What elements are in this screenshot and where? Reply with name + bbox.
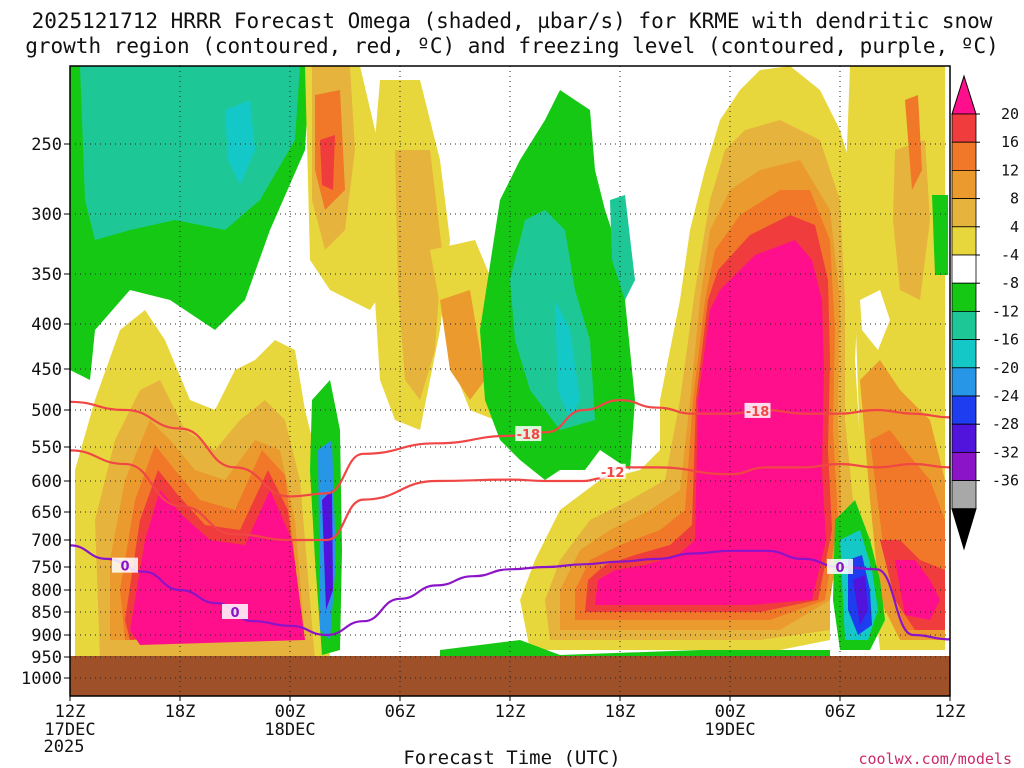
colorbar-swatch-12 — [951, 423, 977, 453]
y-tick-label-0: 250 — [31, 135, 62, 155]
contour-line-1 — [70, 449, 950, 542]
y-tick-label-13: 900 — [31, 626, 62, 646]
colorbar-label-9: -20 — [992, 359, 1019, 377]
x-tick-date-6: 19DEC — [704, 720, 755, 740]
x-tick-date-0: 17DEC — [44, 720, 95, 740]
colorbar-label-0: 20 — [1001, 105, 1019, 123]
colorbar-label-12: -32 — [992, 443, 1019, 461]
contour-layer: -18 -18 -12 0 0 0 — [70, 399, 950, 641]
contour-label-2-2: 0 — [835, 561, 844, 576]
x-tick-label-1: 18Z — [165, 702, 196, 722]
colorbar-swatch-10 — [951, 367, 977, 397]
y-tick-label-8: 650 — [31, 503, 62, 523]
colorbar-bottom-arrow — [951, 508, 977, 551]
contour-label-bg-2-1 — [222, 604, 248, 619]
y-tick-label-10: 750 — [31, 558, 62, 578]
y-tick-label-5: 500 — [31, 401, 62, 421]
x-tick-label-0: 12Z — [55, 702, 86, 722]
contour-label-0-0: -18 — [517, 428, 541, 443]
x-tick-year-0: 2025 — [44, 737, 85, 757]
contour-label-bg-2-2 — [827, 559, 853, 574]
y-tick-label-6: 550 — [31, 438, 62, 458]
credit-text: coolwx.com/models — [858, 750, 1012, 768]
colorbar-label-5: -4 — [1001, 246, 1019, 264]
contour-label-1-0: -12 — [601, 466, 625, 481]
x-tick-label-5: 18Z — [605, 702, 636, 722]
colorbar-swatch-13 — [951, 451, 977, 481]
colorbar-swatch-8 — [951, 310, 977, 340]
colorbar-swatch-9 — [951, 339, 977, 369]
y-tick-label-4: 450 — [31, 360, 62, 380]
contour-line-0 — [70, 399, 950, 498]
x-tick-label-3: 06Z — [385, 702, 416, 722]
contour-label-bg-1-0 — [599, 463, 626, 479]
colorbar-label-11: -28 — [992, 415, 1019, 433]
colorbar-swatch-7 — [951, 282, 977, 312]
contour-line-2 — [70, 544, 950, 641]
y-tick-label-3: 400 — [31, 315, 62, 335]
colorbar-swatch-3 — [951, 169, 977, 199]
contour-label-2-0: 0 — [120, 560, 129, 575]
contour-label-2-1: 0 — [230, 606, 239, 621]
x-tick-date-2: 18DEC — [264, 720, 315, 740]
y-tick-label-15: 1000 — [21, 669, 62, 689]
colorbar-swatch-1 — [951, 113, 977, 143]
colorbar-label-1: 16 — [1001, 133, 1019, 151]
colorbar-top-arrow — [951, 74, 977, 115]
colorbar-label-7: -12 — [992, 302, 1019, 320]
y-tick-label-1: 300 — [31, 205, 62, 225]
colorbar-label-2: 12 — [1001, 161, 1019, 179]
colorbar-swatch-14 — [951, 480, 977, 510]
colorbar-swatch-5 — [951, 226, 977, 256]
contour-label-0-1: -18 — [746, 405, 770, 420]
y-tick-label-12: 850 — [31, 603, 62, 623]
x-tick-label-6: 00Z — [715, 702, 746, 722]
colorbar: 20 16 12 8 4 -4 -8 -12 -16 -20 -24 -28 -32 -36 — [951, 74, 1019, 551]
x-tick-label-4: 12Z — [495, 702, 526, 722]
colorbar-label-10: -24 — [992, 387, 1019, 405]
colorbar-label-8: -16 — [992, 331, 1019, 349]
colorbar-label-13: -36 — [992, 472, 1019, 490]
x-tick-label-2: 00Z — [275, 702, 306, 722]
y-tick-label-7: 600 — [31, 472, 62, 492]
colorbar-swatch-2 — [951, 141, 977, 171]
contour-label-bg-0-1 — [744, 402, 771, 418]
chart-title-line1: 2025121712 HRRR Forecast Omega (shaded, … — [32, 9, 993, 33]
y-tick-label-14: 950 — [31, 648, 62, 668]
y-tick-label-2: 350 — [31, 265, 62, 285]
colorbar-swatch-6 — [951, 254, 977, 284]
x-tick-label-8: 12Z — [935, 702, 966, 722]
contour-label-bg-0-0 — [515, 426, 542, 442]
chart-title-line2: growth region (contoured, red, ºC) and f… — [25, 34, 999, 58]
colorbar-swatch-4 — [951, 198, 977, 228]
contour-label-bg-2-0 — [112, 557, 138, 573]
colorbar-label-6: -8 — [1001, 274, 1019, 292]
colorbar-label-3: 8 — [1010, 190, 1019, 208]
colorbar-label-4: 4 — [1010, 218, 1019, 236]
x-tick-label-7: 06Z — [825, 702, 856, 722]
y-tick-label-11: 800 — [31, 581, 62, 601]
x-axis-label: Forecast Time (UTC) — [403, 747, 620, 768]
y-tick-label-9: 700 — [31, 531, 62, 551]
grid-lines — [70, 66, 950, 696]
colorbar-swatch-11 — [951, 395, 977, 425]
